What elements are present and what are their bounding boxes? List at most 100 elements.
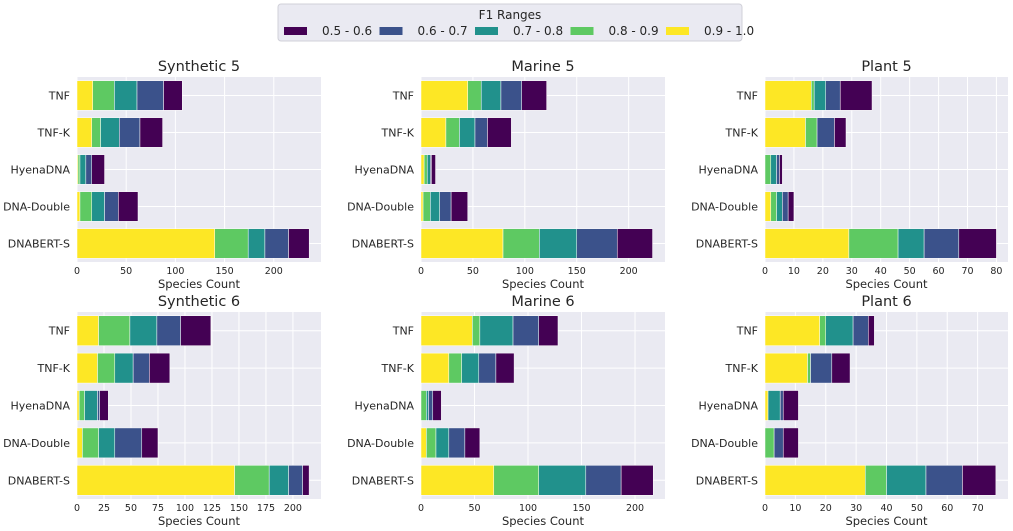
bar-segment [958,228,997,259]
x-tick-label: 100 [166,266,184,277]
x-tick-label: 50 [904,266,916,277]
category-label: DNA-Double [347,437,414,450]
bar-segment [132,352,150,384]
bar-segment [76,191,81,222]
category-label: DNABERT-S [352,474,414,487]
bar-segment [247,228,266,259]
bar-segment [288,465,303,496]
bar-segment [620,465,654,496]
bar-segment [114,427,143,459]
x-axis-label: Species Count [158,277,241,291]
x-tick-label: 30 [850,503,862,514]
category-label: TNF [48,325,70,338]
subplot: TNF TNF-K HyenaDNA DNA-Double DNABERT-S 0 50 10… [3,59,321,291]
category-label: TNF-K [725,127,759,140]
x-tick-label: 0 [762,503,768,514]
x-tick-label: 20 [820,503,832,514]
category-label: DNA-Double [691,201,758,214]
bar-segment [114,80,138,111]
subplot-title: Synthetic 5 [158,59,240,75]
bar-segment [302,465,310,496]
x-tick-label: 0 [418,266,424,277]
bar-segment [764,390,769,421]
x-tick-label: 70 [961,266,973,277]
bar-segment [139,117,163,148]
bar-segment [156,315,181,346]
category-label: TNF [392,90,414,103]
bar-segment [420,390,427,421]
legend-title: F1 Ranges [479,8,542,22]
bar-segment [779,390,784,421]
bar-segment [764,154,772,185]
bar-segment [493,465,539,496]
bar-segment [474,117,488,148]
bar-segment [805,117,818,148]
bar-segment [163,80,183,111]
bar-segment [85,154,93,185]
bar-segment [420,315,473,346]
x-tick-label: 40 [875,266,887,277]
x-axis-label: Species Count [845,277,928,291]
legend-swatch [475,27,498,35]
x-tick-label: 0 [74,266,80,277]
category-label: HyenaDNA [699,400,759,413]
category-label: TNF-K [37,362,71,375]
bar-segment [767,390,781,421]
bar-segment [764,117,806,148]
bar-segment [118,191,139,222]
x-tick-label: 50 [467,266,479,277]
bar-segment [129,315,158,346]
bar-segment [76,427,83,459]
bar-segment [84,390,98,421]
legend-swatch [666,27,689,35]
bar-segment [479,315,514,346]
category-label: DNABERT-S [696,474,758,487]
bar-segment [114,352,134,384]
bar-segment [776,154,780,185]
bar-segment [234,465,270,496]
bar-segment [825,80,841,111]
bar-segment [92,80,115,111]
bar-segment [834,117,847,148]
bar-segment [770,191,777,222]
bar-segment [782,390,799,421]
bar-segment [420,427,427,459]
bar-segment [420,117,447,148]
legend-swatch [284,27,307,35]
x-tick-label: 50 [911,503,923,514]
x-tick-label: 0 [418,503,424,514]
bar-segment [819,315,826,346]
bar-segment [76,315,99,346]
bar-segment [480,80,502,111]
bar-segment [464,427,481,459]
bar-segment [268,465,289,496]
category-label: DNABERT-S [8,474,70,487]
category-label: TNF [392,325,414,338]
bar-segment [435,427,450,459]
bar-segment [76,80,93,111]
x-tick-label: 0 [762,266,768,277]
bar-segment [100,117,120,148]
bar-segment [816,117,835,148]
subplot-title: Marine 5 [511,59,574,75]
bar-segment [76,352,98,384]
bar-segment [811,80,815,111]
legend-label: 0.5 - 0.6 [322,24,372,38]
bar-segment [136,80,164,111]
subplot: TNF TNF-K HyenaDNA DNA-Double DNABERT-S 0 25 50… [3,294,321,528]
bar-segment [420,352,450,384]
x-tick-label: 10 [788,266,800,277]
bar-segment [472,315,481,346]
bar-segment [539,228,577,259]
bar-segment [787,191,795,222]
bar-segment [79,191,93,222]
bar-segment [502,228,540,259]
bar-segment [868,315,875,346]
x-tick-label: 30 [846,266,858,277]
subplot: TNF TNF-K HyenaDNA DNA-Double DNABERT-S 0 10 20… [691,59,1008,291]
bar-segment [76,390,80,421]
bar-segment [764,228,850,259]
bar-segment [923,228,960,259]
bar-segment [461,352,480,384]
